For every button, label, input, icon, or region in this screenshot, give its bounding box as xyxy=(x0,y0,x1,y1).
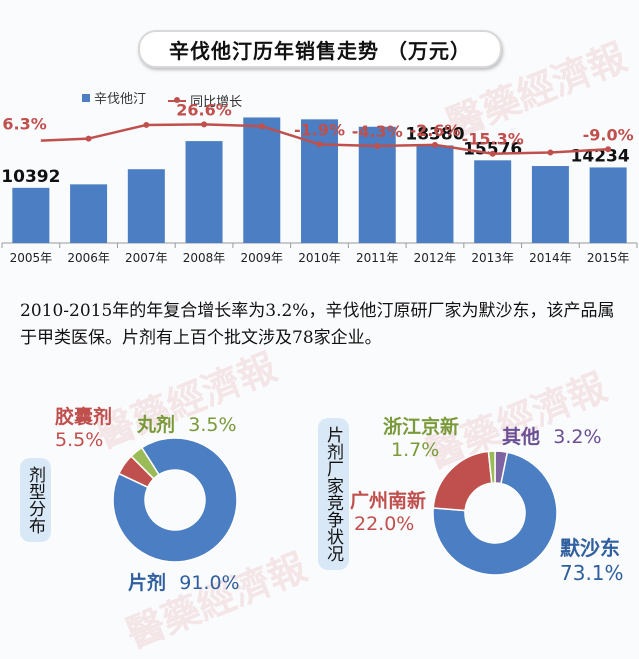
legend-item-line: 同比增长 xyxy=(168,91,242,110)
legend-swatch-bar xyxy=(82,93,90,102)
bar xyxy=(589,167,627,243)
x-tick-label: 2008年 xyxy=(183,251,226,265)
pie-chart-dosage-form xyxy=(112,437,238,563)
x-tick-label: 2013年 xyxy=(471,251,514,265)
growth-point xyxy=(85,135,92,142)
growth-data-label: 6.3% xyxy=(2,115,46,134)
x-tick-label: 2009年 xyxy=(240,251,283,265)
bar xyxy=(416,145,454,243)
pie-label-tablet: 片剂 91.0% xyxy=(128,572,240,594)
legend: 辛伐他汀 同比增长 xyxy=(82,88,260,110)
pie-label-other: 其他 3.2% xyxy=(502,426,602,448)
pie-label-guangzhou: 广州南新 22.0% xyxy=(350,490,427,535)
growth-point xyxy=(605,146,612,153)
growth-point xyxy=(374,143,381,150)
growth-point xyxy=(316,141,323,148)
x-tick-label: 2014年 xyxy=(529,251,572,265)
summary-text: 2010-2015年的年复合增长率为3.2%，辛伐他汀原研厂家为默沙东，该产品属… xyxy=(20,301,615,348)
bar xyxy=(12,187,50,243)
pie-chart-manufacturers xyxy=(432,450,558,576)
growth-data-label: -1.9% xyxy=(294,120,345,139)
growth-point xyxy=(547,149,554,156)
x-tick-label: 2006年 xyxy=(67,251,110,265)
x-tick-label: 2015年 xyxy=(587,251,630,265)
bar xyxy=(531,166,569,243)
growth-data-label: 26.6% xyxy=(176,100,232,119)
x-tick-label: 2010年 xyxy=(298,251,341,265)
x-tick-label: 2005年 xyxy=(10,251,53,265)
pie-label-capsule: 胶囊剂 5.5% xyxy=(55,406,113,451)
donut-slice xyxy=(487,450,496,484)
growth-data-label: -15.3% xyxy=(462,130,524,149)
bar xyxy=(185,141,223,243)
chart-title: 辛伐他汀历年销售走势 （万元） xyxy=(138,30,502,68)
x-tick-label: 2012年 xyxy=(414,251,457,265)
bar-data-label: 10392 xyxy=(1,167,60,187)
growth-data-label: -2.6% xyxy=(409,121,460,140)
growth-data-label: -9.0% xyxy=(583,125,634,144)
pie-label-pill: 丸剂 3.5% xyxy=(137,414,237,436)
x-tick-label: 2011年 xyxy=(356,251,399,265)
bar-data-label: 18380 xyxy=(405,124,464,144)
growth-point xyxy=(489,150,496,157)
legend-swatch-line xyxy=(168,96,187,103)
growth-point xyxy=(143,121,150,128)
growth-data-label: -4.3% xyxy=(352,122,403,141)
bar xyxy=(243,117,281,243)
legend-label: 辛伐他汀 xyxy=(94,92,147,107)
bar xyxy=(127,169,165,243)
bar-chart: 2005年 10392 2006年 2007年 2008年 2009年 2010年 2011年… xyxy=(1,100,638,265)
growth-point xyxy=(201,121,208,128)
legend-item-bars: 辛伐他汀 xyxy=(82,88,146,107)
pie-label-msd: 默沙东 73.1% xyxy=(560,536,624,585)
side-label-dosage-form: 剂型分布 xyxy=(20,458,51,542)
bar xyxy=(474,160,512,243)
bar xyxy=(70,184,108,243)
x-tick-label: 2007年 xyxy=(125,251,168,265)
growth-point xyxy=(431,141,438,148)
pie-label-zhejiang: 浙江京新 1.7% xyxy=(383,416,460,461)
donut-slice xyxy=(130,446,160,480)
growth-point xyxy=(258,123,265,130)
donut-slice xyxy=(432,451,558,576)
legend-label: 同比增长 xyxy=(190,95,243,110)
donut-slice xyxy=(112,437,238,563)
side-label-manufacturers: 片剂厂家竞争状况 xyxy=(318,418,349,570)
